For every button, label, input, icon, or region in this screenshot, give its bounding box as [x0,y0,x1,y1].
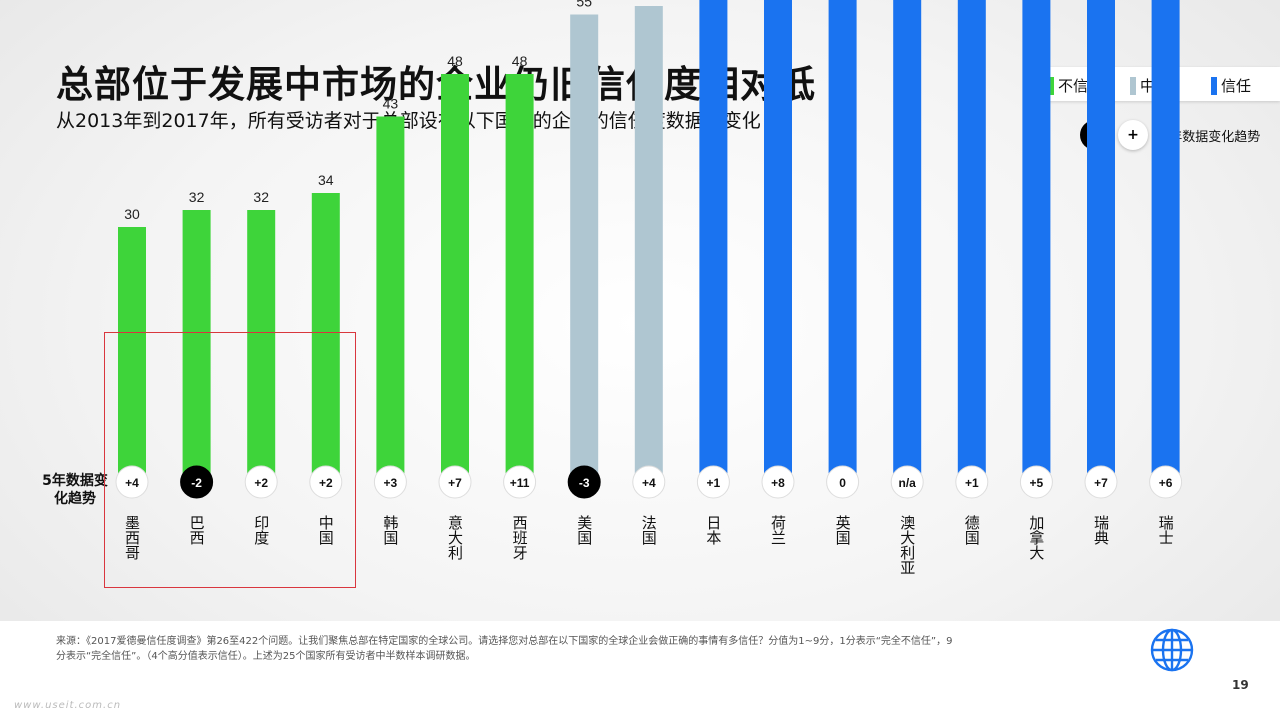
change-badge [632,465,666,499]
bar-value-label: 48 [447,53,463,69]
bar-9 [699,0,728,482]
bar-value-label: 55 [576,0,592,10]
bar-14 [1022,0,1051,482]
bar-12 [893,0,922,482]
change-badge [1019,465,1053,499]
change-badge [567,465,601,499]
bar-value-label: 34 [318,172,334,188]
change-badge-text: +2 [319,476,333,490]
change-badge-text: +2 [254,476,268,490]
change-badge [696,465,730,499]
category-label: 中国 [317,515,335,545]
bar-10 [764,0,792,482]
legend-swatch-neutral [1130,76,1136,95]
change-badge-text: +1 [965,476,979,490]
change-badge-text: +11 [510,476,530,490]
change-badge-text: n/a [899,476,917,490]
category-label: 德国 [963,514,981,545]
category-label: 英国 [834,514,852,545]
bar-7 [570,14,599,482]
bar-3 [311,193,340,482]
change-badge-text: +1 [707,476,721,490]
category-label: 瑞士 [1157,515,1175,545]
change-badge-text: +7 [1094,476,1108,490]
category-label: 巴西 [188,515,206,545]
bar-value-label: 30 [124,206,140,222]
change-badge [1084,465,1118,499]
bar-13 [957,0,986,482]
category-label: 印度 [252,515,270,545]
change-badge [761,465,795,499]
trend-row-label: 5年数据变化趋势 [42,473,108,507]
change-badge [373,465,407,499]
legend-item-trust: 信任 [1211,75,1251,96]
category-label: 墨西哥 [123,515,141,560]
bar-2 [247,210,276,482]
trend-legend-label: 5年数据变化趋势 [1161,130,1261,145]
bar-1 [182,210,211,482]
change-badge [826,465,860,499]
globe-icon [1150,628,1194,672]
bar-value-label: 56 [641,0,657,1]
change-badge [503,465,537,499]
bar-value-label: 43 [383,96,399,112]
bar-chart: 30 +4 墨西哥 32 -2 巴西 32 +2 印度 34 +2 中国 43 +3 韩国 48 +7 意大利 48… [115,0,1183,575]
legend-swatch-trust [1211,76,1217,95]
change-badge-text: +5 [1030,476,1044,490]
change-badge-text: +7 [448,476,462,490]
change-badge [890,465,924,499]
category-label: 西班牙 [511,515,529,561]
change-badge-text: -2 [191,476,202,490]
bar-value-label: 48 [512,53,528,69]
change-badge-text: 0 [839,476,846,490]
bar-6 [505,74,534,482]
change-badge-text: +8 [771,476,785,490]
change-badge-text: +6 [1159,476,1173,490]
developing-markets-highlight-box [104,332,356,588]
bar-11 [828,0,857,482]
page-number: 19 [1232,678,1249,692]
change-badge-text: -3 [579,476,590,490]
bar-value-label: 32 [189,189,205,205]
category-label: 加拿大 [1027,515,1045,560]
page-title: 总部位于发展中市场的企业仍旧信任度相对低 [56,63,816,106]
category-label: 日本 [704,515,722,545]
legend-swatch-distrust [1048,76,1054,95]
bar-16 [1151,0,1180,482]
category-label: 韩国 [381,515,399,545]
category-label: 意大利 [446,514,464,560]
source-note: 来源：《2017爱德曼信任度调查》第26至422个问题。让我们聚焦总部在特定国家… [56,636,953,662]
bar-8 [634,6,663,482]
bar-4 [376,116,405,482]
change-badge [115,465,149,499]
bar-5 [441,74,469,482]
bar-15 [1087,0,1115,482]
change-badge [438,465,472,499]
change-badge [309,465,343,499]
change-badge [955,465,989,499]
category-label: 瑞典 [1092,515,1110,545]
category-label: 法国 [640,515,658,545]
change-badge-text: +3 [384,476,398,490]
trend-plus-icon: + [1118,120,1148,150]
change-badge [1149,465,1183,499]
bar-value-label: 32 [253,189,269,205]
bar-0 [118,227,146,482]
legend-label-trust: 信任 [1221,77,1252,95]
footer [0,621,1280,720]
category-label: 荷兰 [769,515,787,545]
category-label: 美国 [575,515,593,545]
change-badge-text: +4 [125,476,139,490]
change-badge-text: +4 [642,476,656,490]
category-label: 澳大利亚 [898,515,916,575]
watermark: www.useit.com.cn [14,700,122,711]
change-badge [244,465,278,499]
change-badge [180,465,214,499]
